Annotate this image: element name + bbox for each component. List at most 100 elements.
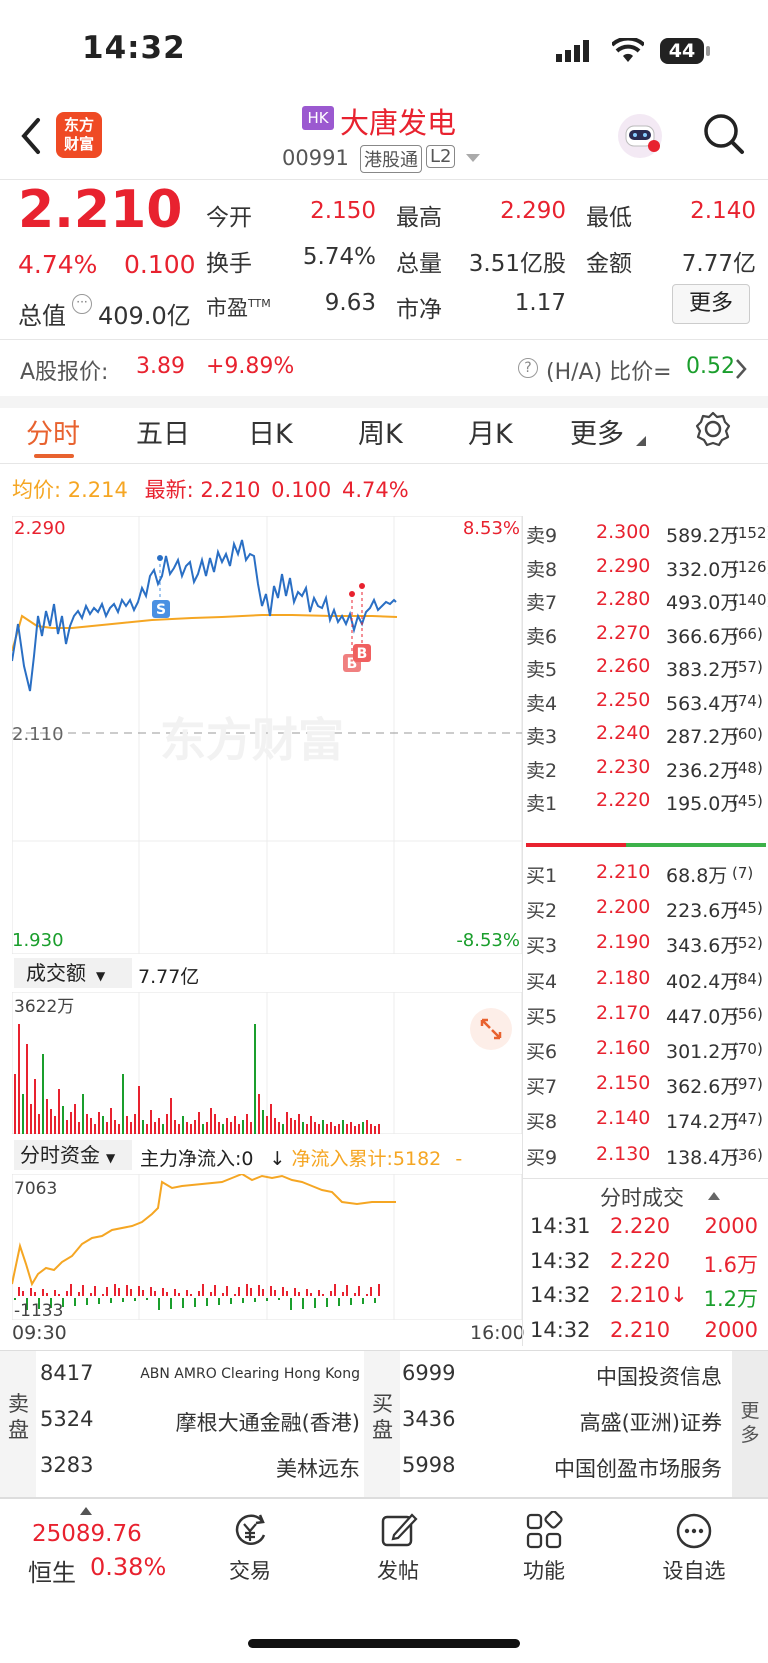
- index-pct: 0.38%: [90, 1553, 167, 1581]
- dropdown-icon[interactable]: [466, 154, 480, 164]
- add-watchlist-button[interactable]: 设自选: [634, 1511, 754, 1585]
- tab-monthly[interactable]: 月K: [468, 419, 513, 450]
- ask-row[interactable]: 卖8 2.290 332.0万(126): [526, 549, 768, 584]
- fund-line: [12, 1174, 396, 1287]
- bid-row[interactable]: 买8 2.140 174.2万 (47): [526, 1101, 768, 1136]
- post-button[interactable]: 发帖: [338, 1511, 458, 1585]
- fund-bars: [14, 1284, 380, 1310]
- sell-marker-badge: [152, 600, 170, 618]
- ask-vol: 366.6万: [666, 625, 740, 648]
- fund-bar: [94, 1286, 96, 1296]
- robot-avatar-icon[interactable]: [616, 112, 664, 160]
- volume-bar: [118, 1124, 120, 1134]
- app-logo[interactable]: 东方 财富: [56, 112, 102, 158]
- expand-button[interactable]: [470, 1008, 512, 1050]
- bid-row[interactable]: 买7 2.150 362.6万 (97): [526, 1066, 768, 1101]
- ask-row[interactable]: 卖1 2.220 195.0万 (45): [526, 783, 768, 818]
- trade-label: 交易: [229, 1559, 271, 1583]
- tab-intraday[interactable]: 分时: [26, 419, 80, 450]
- bid-price: 2.190: [596, 931, 651, 954]
- ask-row[interactable]: 卖9 2.300 589.2万(152): [526, 515, 768, 550]
- buy-broker-name[interactable]: 中国投资信息: [596, 1365, 722, 1389]
- sell-broker-name[interactable]: 摩根大通金融(香港): [175, 1411, 360, 1435]
- buy-broker-id: 5998: [402, 1453, 456, 1477]
- ask-row[interactable]: 卖4 2.250 563.4万 (74): [526, 683, 768, 718]
- fund-bar: [186, 1290, 188, 1296]
- fund-bar: [346, 1285, 348, 1296]
- fund-bar: [318, 1290, 320, 1296]
- search-icon[interactable]: [702, 112, 746, 156]
- bid-row[interactable]: 买4 2.180 402.4万 (84): [526, 961, 768, 996]
- trade-time: 14:32: [530, 1248, 591, 1273]
- volume-chart: 3622万: [12, 992, 522, 1134]
- tab-daily[interactable]: 日K: [248, 419, 293, 450]
- index-value[interactable]: 25089.76: [32, 1521, 142, 1547]
- fund-bar: [370, 1287, 372, 1296]
- tab-more[interactable]: 更多: [570, 419, 624, 450]
- fund-bar: [350, 1298, 352, 1305]
- bid-row[interactable]: 买9 2.130 138.4万 (36): [526, 1137, 768, 1172]
- sell-broker-name[interactable]: 美林远东: [276, 1457, 360, 1481]
- back-icon[interactable]: [18, 116, 44, 156]
- stock-name[interactable]: 大唐发电: [340, 106, 457, 140]
- ask-count: (152): [732, 524, 768, 542]
- high-value: 2.290: [500, 198, 566, 224]
- volume-selector[interactable]: 成交额 ▼: [14, 958, 132, 988]
- intraday-price-chart[interactable]: 东方财富 S B B 2.290 8.53% 2.110 1.930 -8.53…: [12, 516, 522, 954]
- function-button[interactable]: 功能: [484, 1511, 604, 1585]
- volume-bar: [302, 1122, 304, 1134]
- buy-broker-name[interactable]: 高盛(亚洲)证券: [579, 1411, 722, 1435]
- latest-label: 最新:: [144, 478, 194, 502]
- open-value: 2.150: [310, 198, 376, 224]
- bid-row[interactable]: 买6 2.160 301.2万 (70): [526, 1031, 768, 1066]
- ask-row[interactable]: 卖5 2.260 383.2万 (57): [526, 649, 768, 684]
- volume-bar: [374, 1126, 376, 1134]
- open-label: 今开: [206, 205, 252, 231]
- bid-row[interactable]: 买1 2.210 68.8万 (7): [526, 855, 768, 890]
- fund-bar: [166, 1292, 168, 1296]
- a-share-bar[interactable]: A股报价: 3.89 +9.89% ? (H/A) 比价= 0.52: [0, 340, 768, 408]
- ask-row[interactable]: 卖3 2.240 287.2万 (60): [526, 716, 768, 751]
- trade-price: 2.210: [610, 1317, 671, 1342]
- ask-row[interactable]: 卖2 2.230 236.2万 (48): [526, 750, 768, 785]
- help-icon[interactable]: ?: [518, 358, 538, 378]
- fund-bar: [170, 1298, 172, 1309]
- tab-5day[interactable]: 五日: [136, 419, 190, 450]
- buy-marker-dot-1: [349, 591, 355, 597]
- buy-broker-name[interactable]: 中国创盈市场服务: [554, 1457, 722, 1481]
- change-value: 0.100: [124, 250, 196, 279]
- info-dots-icon[interactable]: ···: [72, 294, 92, 314]
- expand-icon: [480, 1018, 502, 1040]
- fund-bar: [290, 1298, 292, 1310]
- fund-bar: [374, 1298, 376, 1303]
- settings-gear-icon[interactable]: [694, 410, 732, 448]
- ask-label: 卖5: [526, 659, 558, 681]
- fund-bar: [86, 1298, 88, 1305]
- watermark: 东方财富: [160, 713, 344, 767]
- bid-row[interactable]: 买3 2.190 343.6万 (52): [526, 925, 768, 960]
- tab-weekly[interactable]: 周K: [358, 419, 403, 450]
- ask-row[interactable]: 卖6 2.270 366.6万 (66): [526, 616, 768, 651]
- trade-button[interactable]: 交易: [190, 1511, 310, 1585]
- bid-vol: 447.0万: [666, 1005, 740, 1028]
- volume-bar: [34, 1079, 36, 1134]
- divider: [522, 1178, 768, 1179]
- ask-price: 2.260: [596, 655, 651, 677]
- fund-bar: [38, 1298, 40, 1309]
- fund-bar: [306, 1289, 308, 1296]
- fund-selector-label: 分时资金: [20, 1143, 100, 1167]
- sell-marker-letter: S: [156, 602, 166, 618]
- volume-bar: [18, 1024, 20, 1134]
- sell-broker-name[interactable]: ABN AMRO Clearing Hong Kong: [140, 1366, 360, 1382]
- pct-max-label: 8.53%: [463, 518, 520, 539]
- bid-row[interactable]: 买2 2.200 223.6万 (45): [526, 890, 768, 925]
- last-price: 2.210: [18, 180, 183, 240]
- broker-more-button[interactable]: 更多: [732, 1351, 768, 1497]
- fund-bar: [90, 1293, 92, 1296]
- trades-title[interactable]: 分时成交: [600, 1186, 684, 1210]
- fund-selector[interactable]: 分时资金 ▼: [14, 1140, 132, 1170]
- fund-bar: [26, 1298, 28, 1310]
- more-button[interactable]: 更多: [672, 284, 750, 324]
- ask-row[interactable]: 卖7 2.280 493.0万(140): [526, 582, 768, 617]
- bid-row[interactable]: 买5 2.170 447.0万 (56): [526, 996, 768, 1031]
